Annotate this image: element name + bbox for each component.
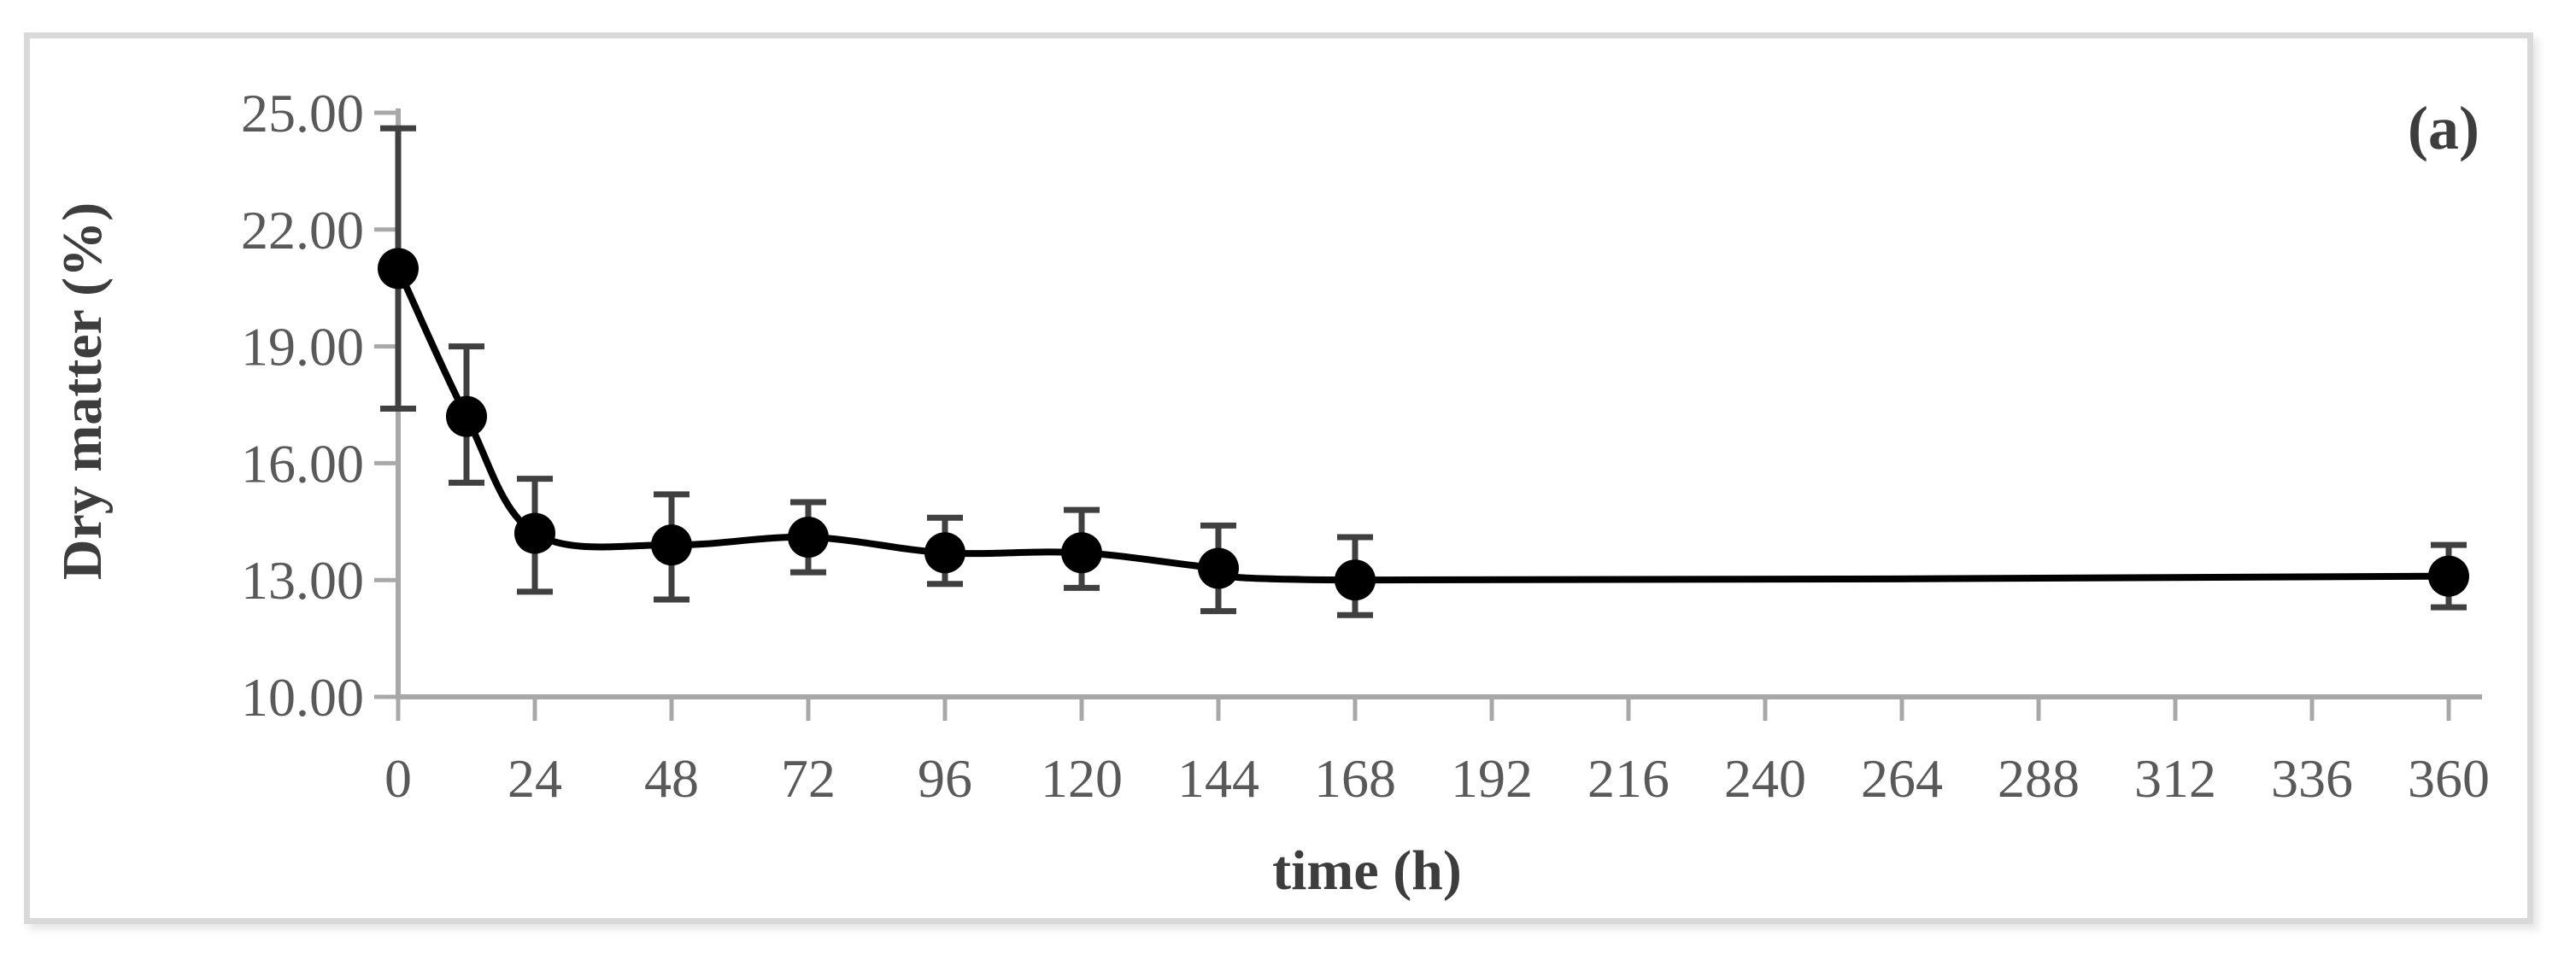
x-tick-label: 216: [1587, 748, 1669, 809]
y-tick-label: 16.00: [241, 433, 364, 494]
y-tick-label: 19.00: [241, 317, 364, 377]
x-tick-label: 312: [2134, 748, 2216, 809]
data-point-marker: [378, 248, 419, 290]
data-point-marker: [651, 524, 692, 566]
x-tick-label: 240: [1724, 748, 1806, 809]
series-path: [395, 265, 2452, 584]
y-tick-label: 10.00: [241, 667, 364, 728]
data-point-marker: [1061, 532, 1102, 574]
y-axis-ticks: [374, 110, 398, 699]
panel-label: (a): [2408, 94, 2479, 162]
y-axis-tick-labels: 10.00 13.00 16.00 19.00 22.00 25.00: [241, 83, 364, 728]
y-tick-label: 13.00: [241, 550, 364, 611]
x-tick-label: 24: [508, 748, 562, 809]
x-tick-label: 192: [1451, 748, 1533, 809]
y-tick-label: 22.00: [241, 200, 364, 260]
x-axis-tick-labels: 0 24 48 72 96 120 144 168 192 216 240 264 288 312 336 3…: [384, 748, 2490, 809]
data-point-marker: [1335, 559, 1376, 601]
x-tick-label: 336: [2271, 748, 2353, 809]
x-tick-label: 48: [644, 748, 699, 809]
data-point-marker: [446, 395, 487, 437]
y-axis-title: Dry matter (%): [51, 202, 114, 580]
chart-frame: [24, 32, 2533, 924]
data-point-marker: [2428, 555, 2469, 597]
y-tick-label: 25.00: [241, 83, 364, 143]
data-point-marker: [1198, 547, 1239, 589]
x-axis-title: time (h): [1272, 839, 1462, 902]
x-tick-label: 288: [1998, 748, 2080, 809]
series-line: [395, 265, 2452, 584]
data-point-marker: [788, 517, 829, 559]
data-point-marker: [924, 532, 965, 574]
x-tick-label: 72: [781, 748, 836, 809]
x-tick-label: 120: [1041, 748, 1123, 809]
axes: [396, 108, 2482, 699]
x-tick-label: 168: [1314, 748, 1396, 809]
x-tick-label: 0: [384, 748, 412, 809]
x-tick-label: 264: [1861, 748, 1943, 809]
data-point-markers: [378, 248, 2469, 601]
x-tick-label: 360: [2408, 748, 2490, 809]
data-point-marker: [514, 512, 555, 554]
x-axis-ticks: [396, 697, 2451, 721]
x-tick-label: 144: [1177, 748, 1259, 809]
x-tick-label: 96: [918, 748, 972, 809]
